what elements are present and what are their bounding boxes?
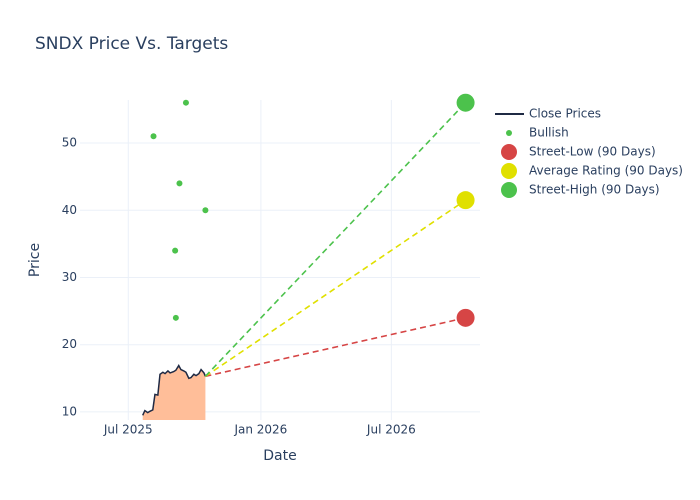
y-tick-label: 30 <box>62 270 77 284</box>
close-line <box>142 364 207 416</box>
target-point <box>456 191 475 210</box>
chart-title: SNDX Price Vs. Targets <box>35 34 228 54</box>
bullish-point <box>150 133 157 140</box>
legend-label: Average Rating (90 Days) <box>529 164 683 178</box>
target-point <box>456 308 475 327</box>
bullish-point <box>202 207 209 214</box>
x-tick-label: Jul 2026 <box>366 423 416 437</box>
legend-swatch <box>501 163 517 179</box>
target-line <box>204 199 467 377</box>
y-tick-label: 20 <box>62 337 77 351</box>
bullish-point <box>182 99 189 106</box>
target-line <box>205 317 466 378</box>
legend-label: Close Prices <box>529 107 601 121</box>
target-point <box>456 93 475 112</box>
bullish-point <box>176 180 183 187</box>
legend-swatch <box>501 144 517 160</box>
bullish-point <box>172 314 179 321</box>
y-tick-label: 10 <box>62 404 77 418</box>
x-axis-title: Date <box>263 448 296 464</box>
bullish-point <box>172 247 179 254</box>
x-tick-label: Jan 2026 <box>233 423 287 437</box>
y-tick-label: 40 <box>62 203 77 217</box>
legend-label: Bullish <box>529 126 569 140</box>
legend-label: Street-High (90 Days) <box>529 183 660 197</box>
legend-swatch <box>506 130 512 136</box>
target-line <box>204 102 467 377</box>
y-tick-label: 50 <box>62 136 77 150</box>
legend-swatch <box>501 182 517 198</box>
y-axis-title: Price <box>27 243 43 277</box>
legend-label: Street-Low (90 Days) <box>529 145 656 159</box>
close-area <box>142 365 206 420</box>
x-tick-label: Jul 2025 <box>103 423 153 437</box>
plot-area <box>142 102 467 420</box>
